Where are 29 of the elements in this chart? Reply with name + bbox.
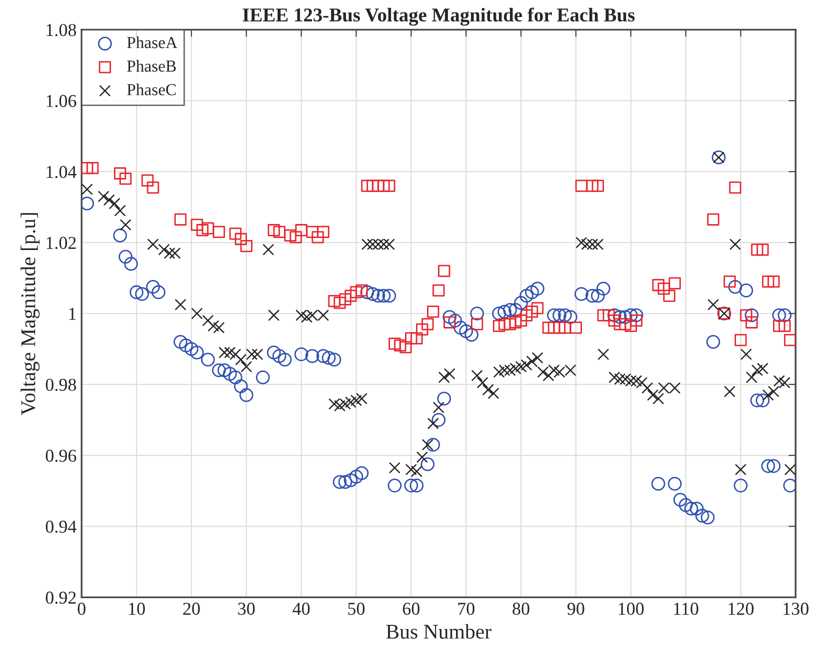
y-tick-label: 1.02 (46, 236, 76, 250)
x-tick-label: 60 (402, 602, 420, 615)
chart-title: IEEE 123-Bus Voltage Magnitude for Each Bus (242, 8, 635, 26)
x-tick-label: 50 (348, 602, 365, 615)
x-tick-label: 100 (618, 602, 644, 615)
y-tick-label: 0.94 (46, 520, 76, 533)
legend-label: PhaseB (127, 60, 176, 72)
x-tick-label: 30 (238, 602, 255, 615)
x-tick-label: 80 (512, 602, 530, 615)
x-tick-label: 40 (292, 602, 310, 615)
y-tick-label: 1.06 (46, 94, 76, 108)
y-tick-label: 0.92 (46, 592, 76, 604)
x-tick-label: 130 (784, 602, 808, 615)
x-tick-label: 0 (78, 602, 86, 615)
x-axis-title: Bus Number (386, 624, 492, 639)
y-tick-label: 1 (69, 308, 76, 320)
x-tick-label: 20 (183, 602, 200, 615)
y-axis-title: Voltage Magnitude [p.u] (20, 213, 40, 416)
x-tick-label: 110 (674, 602, 698, 615)
x-tick-label: 90 (567, 602, 584, 615)
legend-label: PhaseA (127, 36, 178, 48)
x-tick-label: 10 (129, 602, 145, 615)
x-tick-label: 70 (458, 602, 474, 615)
y-tick-label: 1.04 (46, 166, 76, 178)
x-tick-label: 120 (728, 602, 754, 615)
legend-label: PhaseC (127, 84, 176, 96)
y-tick-label: 0.98 (46, 378, 76, 391)
y-tick-label: 1.08 (46, 24, 76, 36)
y-tick-label: 0.96 (46, 450, 76, 462)
